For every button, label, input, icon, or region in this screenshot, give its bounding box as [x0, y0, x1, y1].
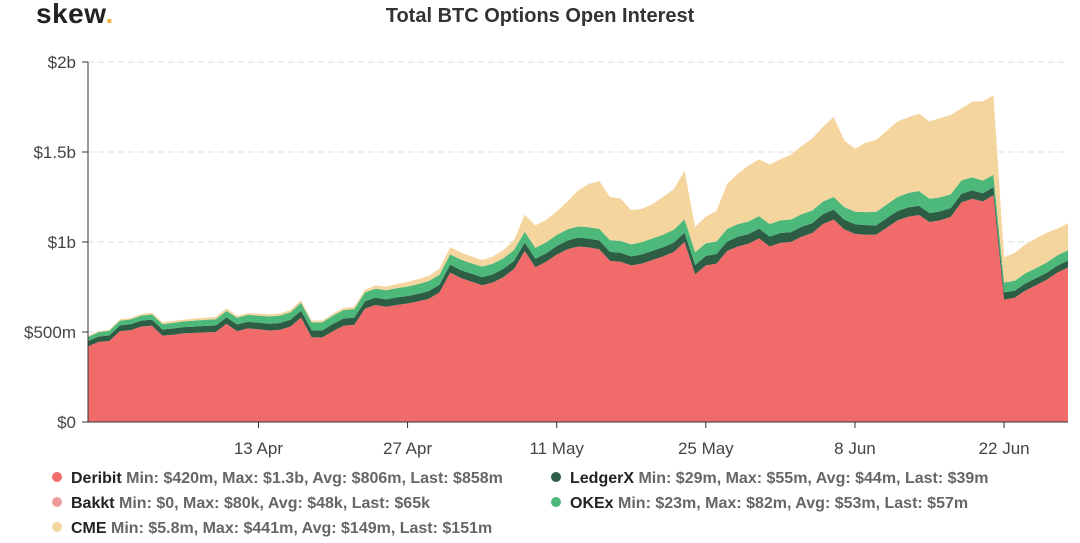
area-okex — [88, 174, 1068, 342]
legend-item-bakkt[interactable]: Bakkt Min: $0, Max: $80k, Avg: $48k, Las… — [52, 495, 430, 513]
y-tick-label-3: $1.5b — [33, 143, 76, 162]
x-tick-label-1: 27 Apr — [383, 439, 432, 458]
area-deribit — [88, 195, 1068, 422]
legend-stats-cme: Min: $5.8m, Max: $441m, Avg: $149m, Last… — [111, 520, 493, 537]
ledgerx-swatch — [551, 472, 561, 482]
chart-title: Total BTC Options Open Interest — [385, 5, 695, 27]
brand-name: skew — [36, 0, 106, 29]
legend-item-ledgerx[interactable]: LedgerX Min: $29m, Max: $55m, Avg: $44m,… — [551, 470, 989, 488]
legend-name-cme: CME — [71, 520, 107, 537]
legend-stats-deribit: Min: $420m, Max: $1.3b, Avg: $806m, Last… — [126, 470, 503, 487]
legend-item-cme[interactable]: CME Min: $5.8m, Max: $441m, Avg: $149m, … — [52, 520, 492, 538]
brand-dot: . — [105, 0, 114, 29]
legend-name-okex: OKEx — [570, 495, 614, 512]
x-tick-label-2: 11 May — [529, 439, 584, 458]
bakkt-swatch — [52, 497, 62, 507]
cme-swatch — [52, 522, 62, 532]
legend-item-deribit[interactable]: Deribit Min: $420m, Max: $1.3b, Avg: $80… — [52, 470, 503, 488]
legend-stats-ledgerx: Min: $29m, Max: $55m, Avg: $44m, Last: $… — [638, 470, 989, 487]
deribit-swatch — [52, 472, 62, 482]
area-cme — [88, 95, 1068, 338]
area-ledgerx — [88, 187, 1068, 347]
legend-stats-okex: Min: $23m, Max: $82m, Avg: $53m, Last: $… — [618, 495, 969, 512]
legend-name-bakkt: Bakkt — [71, 495, 115, 512]
legend-item-okex[interactable]: OKEx Min: $23m, Max: $82m, Avg: $53m, La… — [551, 495, 968, 513]
okex-swatch — [551, 497, 561, 507]
y-tick-label-2: $1b — [48, 233, 76, 252]
y-tick-label-4: $2b — [48, 53, 76, 72]
skew-logo: skew. — [36, 0, 114, 30]
x-tick-label-3: 25 May — [678, 439, 734, 458]
x-tick-label-0: 13 Apr — [234, 439, 283, 458]
legend-name-ledgerx: LedgerX — [570, 470, 635, 487]
x-tick-label-4: 8 Jun — [834, 439, 876, 458]
legend-name-deribit: Deribit — [71, 470, 122, 487]
y-tick-label-1: $500m — [24, 323, 76, 342]
y-tick-label-0: $0 — [57, 413, 76, 432]
x-tick-label-5: 22 Jun — [979, 439, 1030, 458]
legend-stats-bakkt: Min: $0, Max: $80k, Avg: $48k, Last: $65… — [119, 495, 430, 512]
